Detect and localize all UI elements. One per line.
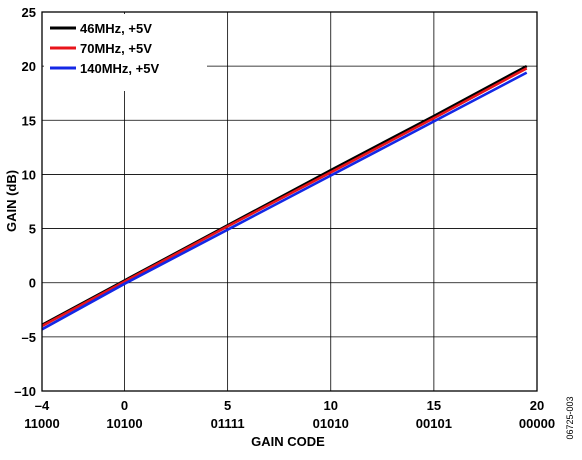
x-tick-label: 10 (324, 398, 338, 413)
x-tick-code: 01010 (313, 416, 349, 431)
x-tick-code: 11000 (24, 416, 59, 431)
tick-labels: 25 20 15 10 5 0 –5 –10–4 11000 0 10100 5 01111 10 0101… (14, 5, 555, 431)
legend: 46MHz, +5V 70MHz, +5V 140MHz, +5V (44, 14, 207, 91)
y-axis-title: GAIN (dB) (4, 170, 19, 232)
legend-label-2: 70MHz, +5V (80, 41, 152, 56)
x-tick-label: 0 (121, 398, 128, 413)
x-tick-code: 01111 (211, 416, 245, 431)
y-tick-label: 5 (29, 222, 36, 237)
y-tick-label: 15 (22, 113, 36, 128)
legend-label-1: 46MHz, +5V (80, 21, 152, 36)
x-tick-code: 00101 (416, 416, 452, 431)
x-tick-code: 10100 (106, 416, 142, 431)
x-tick-code: 00000 (519, 416, 555, 431)
series-line-2 (41, 67, 528, 328)
x-tick-label: 20 (530, 398, 544, 413)
y-tick-label: 0 (29, 276, 36, 291)
y-tick-label: –5 (22, 330, 36, 345)
series-line-3 (41, 71, 528, 331)
y-tick-label: 20 (22, 59, 36, 74)
x-tick-label: 5 (224, 398, 231, 413)
x-axis-title: GAIN CODE (251, 434, 325, 449)
series-lines (41, 64, 528, 331)
x-tick-label: –4 (35, 398, 50, 413)
plot-area-border (41, 11, 538, 392)
y-tick-label: 10 (22, 167, 36, 182)
y-tick-label: –10 (14, 384, 36, 399)
y-tick-label: 25 (22, 5, 36, 20)
x-tick-label: 15 (427, 398, 441, 413)
legend-label-3: 140MHz, +5V (80, 61, 159, 76)
figure-id: 06725-003 (565, 396, 575, 439)
